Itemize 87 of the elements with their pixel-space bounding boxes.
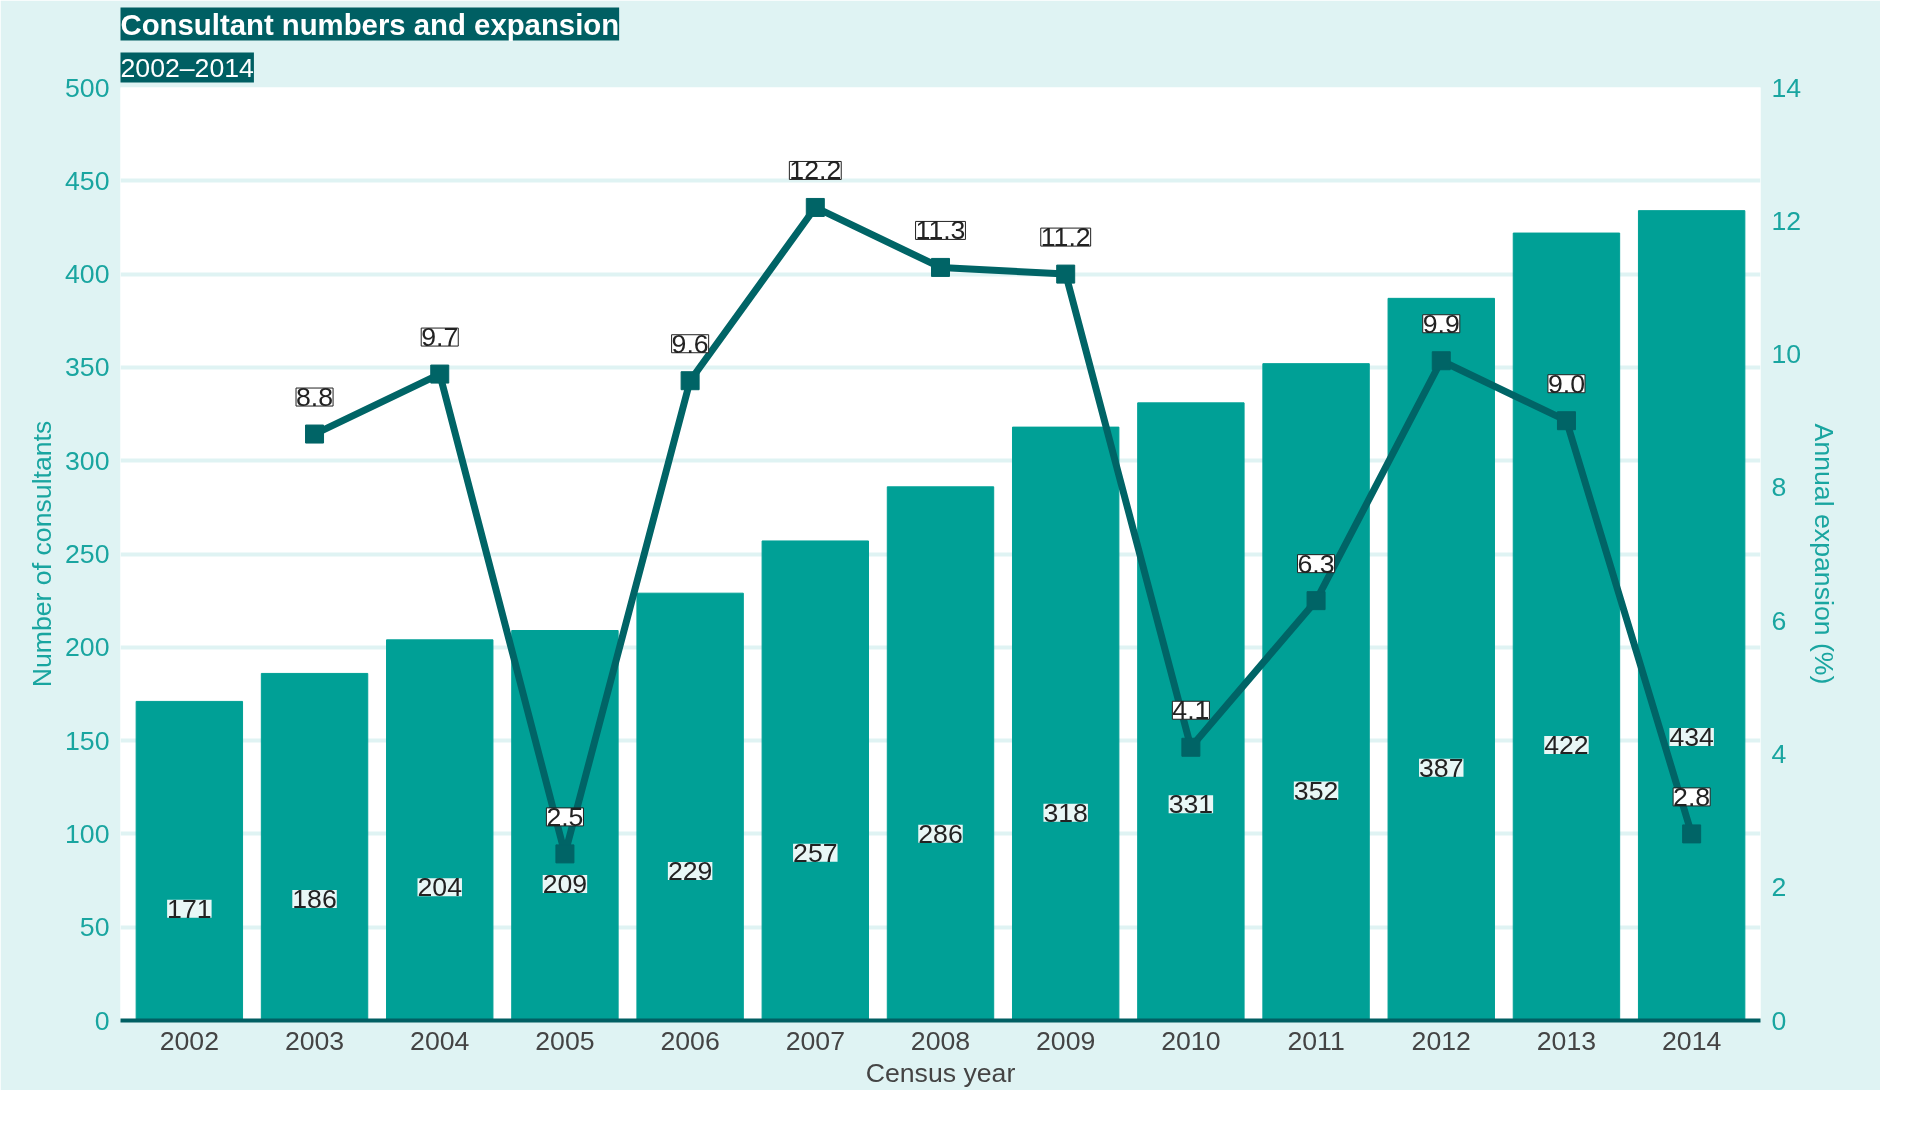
y-tick-label: 100 (65, 818, 110, 849)
bar (1387, 297, 1495, 1021)
data-label: 331 (1168, 789, 1214, 820)
x-tick-label: 2003 (284, 1025, 345, 1056)
data-label: 286 (918, 818, 963, 849)
y-tick-label: 0 (94, 1005, 110, 1036)
bar (386, 639, 494, 1021)
bar (886, 486, 995, 1021)
point (555, 844, 575, 864)
data-label: 9.0 (1547, 368, 1585, 399)
x-tick-label: 2004 (410, 1025, 470, 1056)
x-tick-label: 2011 (1287, 1025, 1345, 1056)
point (1682, 824, 1702, 844)
data-label: 318 (1043, 797, 1088, 828)
data-label: 2.5 (546, 801, 584, 832)
y2-tick-label: 6 (1771, 605, 1787, 636)
point (305, 424, 325, 444)
bar (260, 672, 369, 1021)
y2-tick-label: 12 (1771, 205, 1802, 236)
y2-axis-title: Annual expansion (%) (1809, 423, 1840, 685)
chart-title: Consultant numbers and expansion (120, 7, 620, 41)
data-label: 9.7 (421, 322, 459, 353)
data-label: 257 (793, 837, 838, 868)
x-axis-title: Census year (865, 1057, 1016, 1088)
x-tick-label: 2010 (1161, 1025, 1221, 1056)
y-tick-label: 50 (79, 912, 110, 943)
y2-tick-label: 4 (1771, 738, 1787, 769)
data-label: 4.1 (1172, 695, 1210, 726)
y2-tick-label: 8 (1771, 472, 1787, 503)
y-tick-label: 300 (65, 445, 110, 476)
chart-subtitle: 2002–2014 (120, 52, 255, 83)
data-label: 2.8 (1673, 781, 1711, 812)
data-label: 387 (1419, 752, 1464, 783)
bar (1637, 210, 1746, 1021)
data-label: 422 (1544, 729, 1589, 760)
bar (1011, 426, 1120, 1021)
point (1306, 591, 1326, 611)
x-tick-label: 2005 (535, 1025, 595, 1056)
x-tick-label: 2006 (660, 1025, 720, 1056)
data-label: 12.2 (789, 155, 842, 186)
point (805, 197, 825, 217)
data-label: 11.2 (1040, 222, 1091, 253)
bar (636, 592, 744, 1021)
point (1181, 737, 1201, 757)
y2-tick-label: 0 (1771, 1005, 1787, 1036)
data-label: 9.9 (1422, 308, 1460, 339)
y-tick-label: 400 (65, 259, 110, 290)
y-tick-label: 500 (65, 72, 110, 103)
x-tick-label: 2002 (159, 1025, 220, 1056)
y2-tick-label: 10 (1771, 339, 1802, 370)
y-tick-label: 450 (65, 165, 110, 196)
x-tick-label: 2008 (910, 1025, 971, 1056)
bar (135, 700, 244, 1021)
data-label: 434 (1669, 722, 1715, 753)
point (1431, 351, 1451, 371)
bar (1512, 232, 1621, 1021)
data-label: 171 (167, 893, 212, 924)
data-label: 352 (1293, 775, 1339, 806)
y-tick-label: 150 (65, 725, 110, 756)
bar (1262, 363, 1370, 1021)
data-label: 8.8 (296, 382, 334, 413)
point (1556, 411, 1576, 431)
data-label: 11.3 (915, 215, 966, 246)
point (680, 371, 700, 391)
data-label: 6.3 (1297, 548, 1335, 579)
y2-tick-label: 14 (1771, 72, 1802, 103)
point (931, 257, 950, 277)
bar (511, 630, 619, 1021)
y-tick-label: 200 (65, 632, 110, 663)
x-tick-label: 2009 (1036, 1025, 1096, 1056)
x-tick-label: 2013 (1536, 1025, 1597, 1056)
x-tick-label: 2007 (785, 1025, 845, 1056)
data-label: 186 (292, 884, 337, 915)
y-tick-label: 350 (65, 352, 110, 383)
y-tick-label: 250 (65, 539, 110, 569)
data-label: 204 (417, 872, 463, 903)
y2-tick-label: 2 (1771, 872, 1787, 903)
data-label: 209 (542, 869, 588, 899)
bar (761, 540, 870, 1021)
point (1056, 264, 1076, 284)
y-axis-title: Number of consultants (27, 420, 58, 688)
data-label: 229 (667, 855, 713, 886)
x-tick-label: 2014 (1662, 1025, 1722, 1056)
x-tick-label: 2012 (1411, 1025, 1471, 1056)
point (430, 364, 450, 384)
bar (1137, 402, 1245, 1021)
data-label: 9.6 (671, 328, 709, 359)
